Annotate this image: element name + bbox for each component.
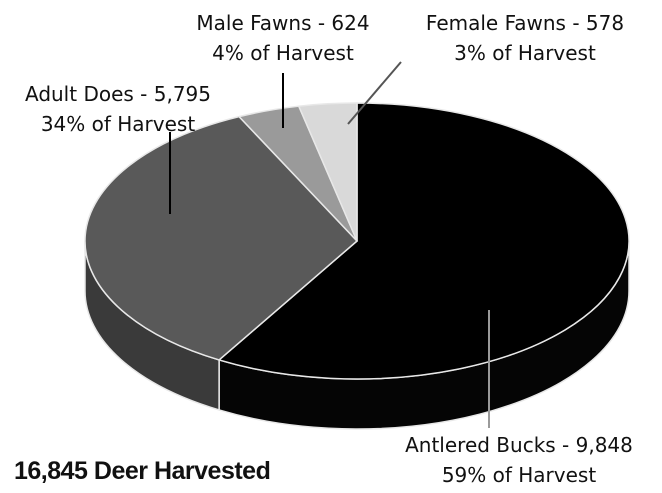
label-female-fawns-line2: 3% of Harvest bbox=[454, 41, 596, 65]
label-antlered-bucks-line1: Antlered Bucks - 9,848 bbox=[405, 433, 633, 457]
label-female-fawns-line1: Female Fawns - 578 bbox=[426, 11, 624, 35]
label-adult-does-line2: 34% of Harvest bbox=[41, 112, 196, 136]
leader-lines bbox=[169, 61, 490, 428]
pie-slices bbox=[84, 102, 630, 380]
slice-female-fawns bbox=[298, 102, 358, 242]
label-male-fawns-line2: 4% of Harvest bbox=[212, 41, 354, 65]
label-antlered-bucks-line2: 59% of Harvest bbox=[442, 463, 597, 487]
total-harvest-label: 16,845 Deer Harvested bbox=[14, 457, 270, 485]
slice-antlered-bucks bbox=[218, 102, 630, 380]
label-male-fawns-line1: Male Fawns - 624 bbox=[196, 11, 369, 35]
slice-adult-does bbox=[84, 115, 358, 361]
leader-female-fawns bbox=[347, 61, 402, 125]
label-adult-does-line1: Adult Does - 5,795 bbox=[25, 82, 211, 106]
